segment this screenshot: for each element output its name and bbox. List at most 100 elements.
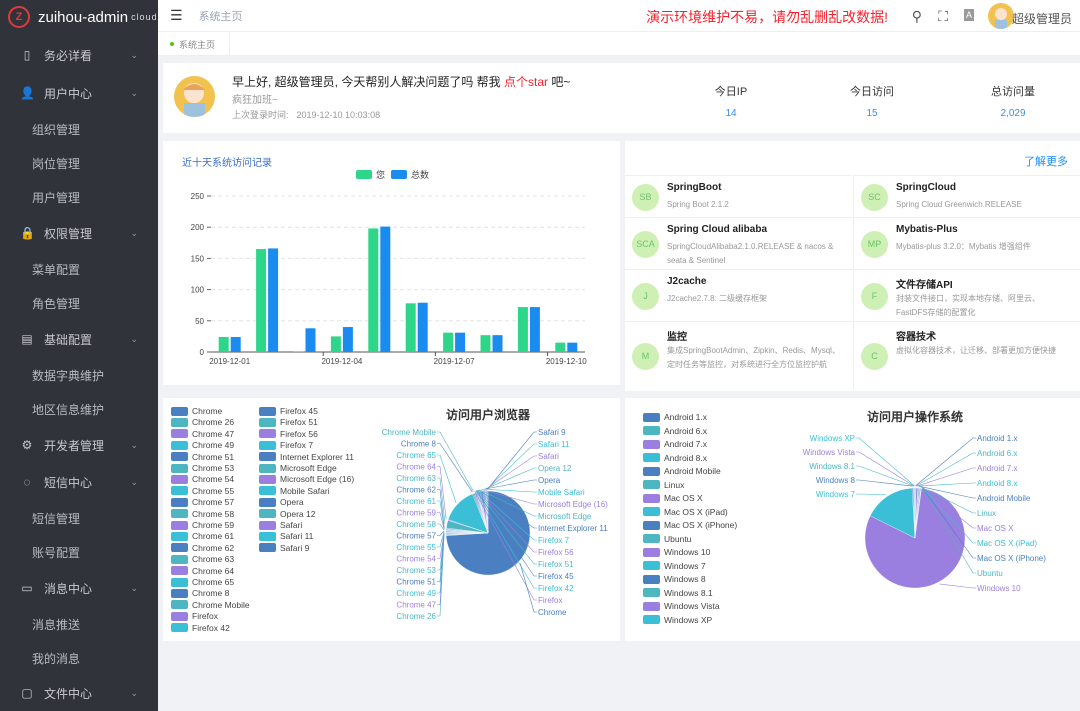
pie-slice[interactable] bbox=[864, 488, 966, 589]
legend-item[interactable]: Chrome 55 bbox=[171, 486, 234, 496]
pie-slice[interactable] bbox=[870, 487, 916, 539]
sidebar-item[interactable]: 数据字典维护 bbox=[0, 358, 158, 392]
star-link[interactable]: 点个star bbox=[504, 75, 549, 89]
bar[interactable] bbox=[330, 336, 341, 352]
sidebar-item[interactable]: ⚙ 开发者管理 ⌄ bbox=[0, 428, 158, 462]
tab-home[interactable]: 系统主页 bbox=[158, 32, 230, 56]
search-icon[interactable]: ⚲ bbox=[911, 8, 922, 24]
legend-item[interactable]: Firefox 51 bbox=[259, 417, 318, 427]
sidebar-item[interactable]: ▢ 文件中心 ⌄ bbox=[0, 676, 158, 710]
legend-item[interactable]: Opera bbox=[259, 497, 304, 507]
legend-item[interactable]: Safari 11 bbox=[259, 531, 313, 541]
sidebar-item[interactable]: 消息推送 bbox=[0, 607, 158, 641]
bar[interactable] bbox=[480, 335, 491, 352]
sidebar-item[interactable]: 组织管理 bbox=[0, 112, 158, 146]
legend-item[interactable]: Mac OS X bbox=[643, 493, 703, 503]
legend-item[interactable]: Microsoft Edge (16) bbox=[259, 474, 354, 484]
legend-item[interactable]: Safari 9 bbox=[259, 543, 309, 553]
legend-item[interactable]: Safari bbox=[259, 520, 302, 530]
bar[interactable] bbox=[529, 307, 540, 352]
font-size-icon[interactable]: A bbox=[963, 9, 974, 21]
sidebar-item[interactable]: ▤ 基础配置 ⌄ bbox=[0, 322, 158, 356]
legend-item[interactable]: Firefox 42 bbox=[171, 623, 230, 633]
legend-item[interactable]: Mac OS X (iPad) bbox=[643, 507, 728, 517]
bar[interactable] bbox=[230, 337, 241, 352]
legend-item[interactable]: Chrome 49 bbox=[171, 440, 234, 450]
learn-more-link[interactable]: 了解更多 bbox=[1024, 156, 1068, 168]
legend-item[interactable]: Linux bbox=[643, 480, 684, 490]
legend-item[interactable]: Chrome 47 bbox=[171, 429, 234, 439]
sidebar-item[interactable]: 账号配置 bbox=[0, 535, 158, 569]
legend-swatch[interactable] bbox=[391, 170, 407, 179]
legend-item[interactable]: Chrome Mobile bbox=[171, 600, 250, 610]
legend-item[interactable]: Windows XP bbox=[643, 615, 712, 625]
legend-item[interactable]: Firefox bbox=[171, 611, 218, 621]
bar[interactable] bbox=[305, 328, 316, 352]
legend-item[interactable]: Windows 8.1 bbox=[643, 588, 713, 598]
sidebar-item[interactable]: 地区信息维护 bbox=[0, 392, 158, 426]
bar[interactable] bbox=[555, 342, 566, 352]
legend-item[interactable]: Mac OS X (iPhone) bbox=[643, 520, 737, 530]
fullscreen-icon[interactable]: ⛶ bbox=[938, 8, 948, 24]
legend-item[interactable]: Chrome 65 bbox=[171, 577, 234, 587]
legend-item[interactable]: Android Mobile bbox=[643, 466, 721, 476]
sidebar-item[interactable]: 我的消息 bbox=[0, 641, 158, 675]
user-avatar[interactable] bbox=[988, 3, 1014, 29]
bar[interactable] bbox=[567, 342, 578, 352]
bar[interactable] bbox=[492, 335, 503, 352]
bar[interactable] bbox=[268, 248, 279, 352]
bar[interactable] bbox=[517, 307, 528, 352]
legend-item[interactable]: Firefox 45 bbox=[259, 406, 318, 416]
bar[interactable] bbox=[417, 302, 428, 352]
legend-swatch[interactable] bbox=[356, 170, 372, 179]
legend-item[interactable]: Microsoft Edge bbox=[259, 463, 337, 473]
legend-item[interactable]: Windows Vista bbox=[643, 601, 720, 611]
pie-slice[interactable] bbox=[914, 487, 916, 539]
legend-item[interactable]: Windows 10 bbox=[643, 547, 710, 557]
legend-item[interactable]: Firefox 7 bbox=[259, 440, 313, 450]
legend-item[interactable]: Chrome 61 bbox=[171, 531, 234, 541]
legend-item[interactable]: Opera 12 bbox=[259, 509, 315, 519]
legend-item[interactable]: Chrome 53 bbox=[171, 463, 234, 473]
sidebar-item[interactable]: 角色管理 bbox=[0, 286, 158, 320]
legend-item[interactable]: Chrome 57 bbox=[171, 497, 234, 507]
menu-toggle-icon[interactable]: ☰ bbox=[170, 7, 183, 23]
bar[interactable] bbox=[342, 327, 353, 352]
legend-item[interactable]: Mobile Safari bbox=[259, 486, 330, 496]
sidebar-item[interactable]: 菜单配置 bbox=[0, 252, 158, 286]
legend-item[interactable]: Chrome 26 bbox=[171, 417, 234, 427]
legend-item[interactable]: Internet Explorer 11 bbox=[259, 452, 354, 462]
bar[interactable] bbox=[256, 249, 267, 352]
sidebar-item[interactable]: 短信管理 bbox=[0, 501, 158, 535]
logo[interactable]: Z zuihou-admin cloud bbox=[0, 0, 158, 34]
legend-item[interactable]: Chrome 8 bbox=[171, 588, 229, 598]
legend-item[interactable]: Chrome 59 bbox=[171, 520, 234, 530]
sidebar-item[interactable]: 👤 用户中心 ⌄ bbox=[0, 76, 158, 110]
bar[interactable] bbox=[368, 228, 379, 352]
legend-item[interactable]: Android 1.x bbox=[643, 412, 707, 422]
legend-item[interactable]: Firefox 56 bbox=[259, 429, 318, 439]
legend-item[interactable]: Ubuntu bbox=[643, 534, 691, 544]
user-name[interactable]: 超级管理员 bbox=[1011, 12, 1072, 26]
legend-label[interactable]: 总数 bbox=[411, 169, 429, 180]
legend-item[interactable]: Android 7.x bbox=[643, 439, 707, 449]
sidebar-item[interactable]: 用户管理 bbox=[0, 180, 158, 214]
legend-item[interactable]: Windows 8 bbox=[643, 574, 706, 584]
breadcrumb[interactable]: 系统主页 bbox=[198, 10, 243, 23]
legend-item[interactable]: Chrome 54 bbox=[171, 474, 234, 484]
legend-item[interactable]: Android 6.x bbox=[643, 426, 707, 436]
legend-item[interactable]: Android 8.x bbox=[643, 453, 707, 463]
bar[interactable] bbox=[455, 332, 466, 352]
legend-item[interactable]: Windows 7 bbox=[643, 561, 706, 571]
legend-item[interactable]: Chrome 63 bbox=[171, 554, 234, 564]
legend-item[interactable]: Chrome 58 bbox=[171, 509, 234, 519]
bar[interactable] bbox=[380, 226, 391, 352]
legend-item[interactable]: Chrome 51 bbox=[171, 452, 234, 462]
legend-item[interactable]: Chrome 62 bbox=[171, 543, 234, 553]
sidebar-item[interactable]: ◌ 短信中心 ⌄ bbox=[0, 465, 158, 499]
bar[interactable] bbox=[443, 332, 454, 352]
sidebar-item[interactable]: ▭ 消息中心 ⌄ bbox=[0, 571, 158, 605]
bar[interactable] bbox=[293, 351, 304, 352]
legend-item[interactable]: Chrome bbox=[171, 406, 222, 416]
sidebar-item[interactable]: ▯ 务必详看 ⌄ bbox=[0, 38, 158, 72]
